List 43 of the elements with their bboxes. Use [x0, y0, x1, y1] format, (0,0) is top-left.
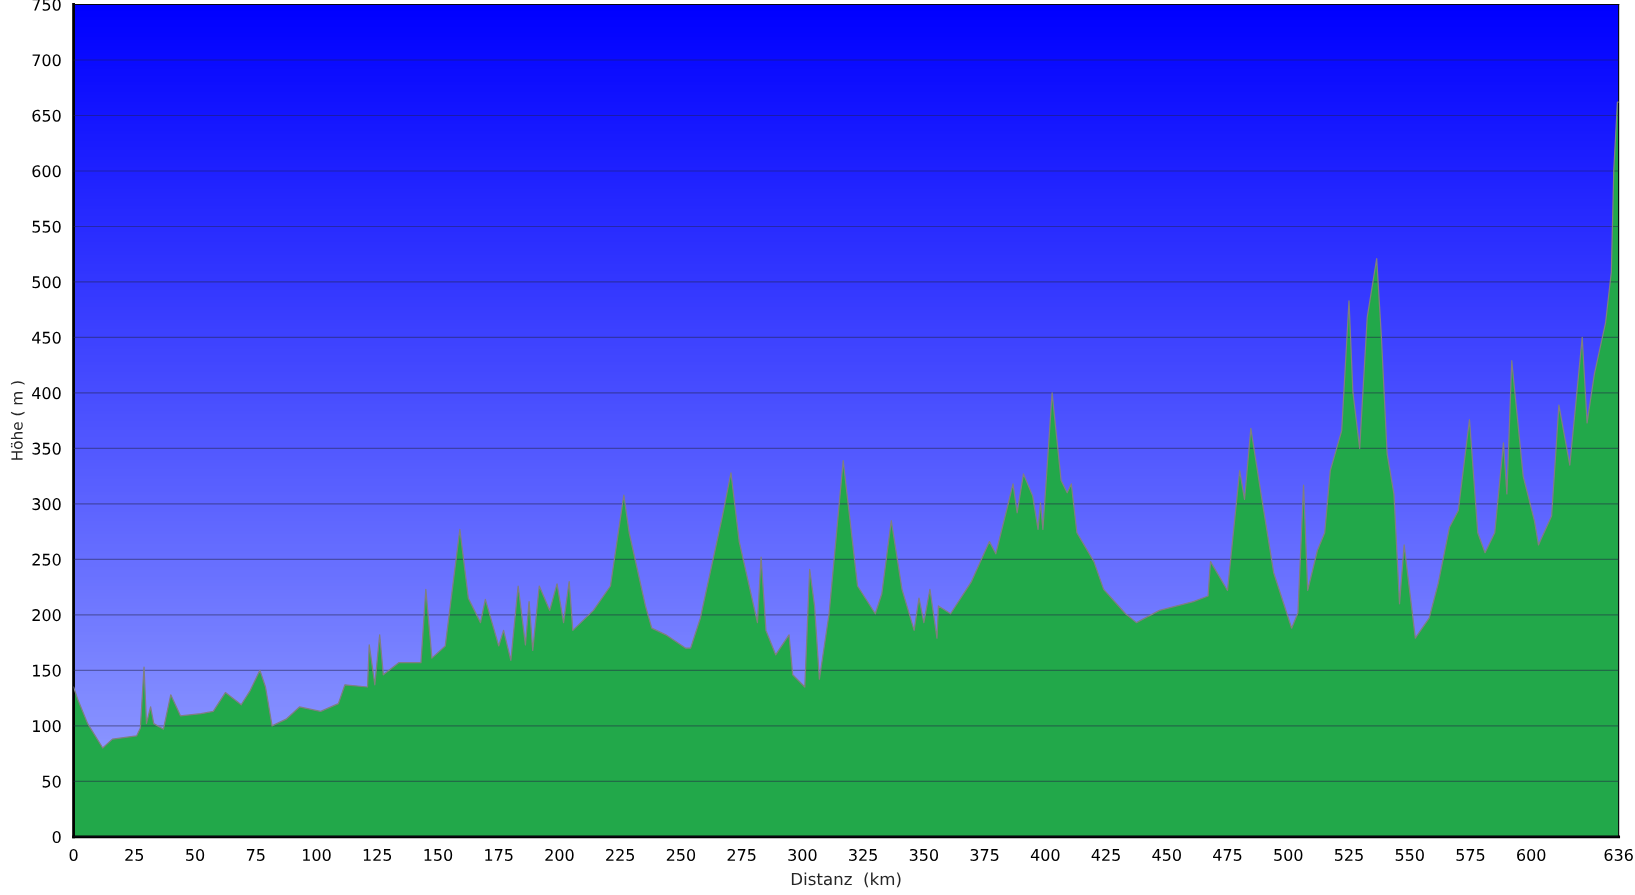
y-axis-title: Höhe ( m ) — [10, 381, 25, 460]
x-tick-label: 250 — [666, 848, 696, 861]
x-tick-label: 600 — [1517, 848, 1546, 861]
x-tick-label: 200 — [545, 848, 574, 861]
y-tick-label: 100 — [33, 720, 61, 733]
x-axis-title: Distanz (km) — [791, 872, 901, 888]
y-tick-label: 0 — [52, 831, 61, 844]
y-tick-label: 600 — [32, 165, 61, 178]
x-tick-label: 636 — [1604, 848, 1633, 861]
x-tick-label: 175 — [485, 849, 513, 861]
x-tick-label: 300 — [788, 848, 817, 861]
x-tick-label: 0 — [69, 848, 78, 861]
x-tick-label: 525 — [1334, 848, 1363, 861]
y-tick-label: 50 — [42, 775, 61, 788]
y-tick-label: 700 — [32, 54, 61, 67]
x-tick-label: 475 — [1213, 849, 1242, 861]
x-tick-label: 375 — [970, 848, 999, 861]
x-tick-label: 275 — [727, 848, 756, 861]
x-tick-label: 550 — [1395, 848, 1424, 861]
y-tick-label: 250 — [32, 553, 61, 566]
y-tick-label: 650 — [32, 109, 61, 122]
y-tick-label: 500 — [32, 276, 61, 289]
x-tick-label: 225 — [606, 848, 635, 861]
x-tick-label: 450 — [1152, 848, 1181, 861]
y-tick-label: 550 — [32, 220, 61, 233]
x-tick-label: 75 — [246, 849, 265, 861]
x-tick-label: 50 — [186, 848, 205, 861]
y-tick-label: 400 — [32, 387, 61, 400]
y-tick-label: 450 — [32, 331, 61, 344]
y-tick-label: 300 — [32, 498, 61, 511]
x-tick-label: 575 — [1456, 849, 1485, 861]
x-tick-label: 125 — [363, 848, 392, 861]
x-tick-label: 500 — [1274, 848, 1303, 861]
y-tick-label: 200 — [32, 609, 61, 622]
x-tick-label: 25 — [125, 848, 144, 861]
x-tick-label: 100 — [303, 848, 331, 861]
y-tick-label: 150 — [33, 664, 61, 677]
y-tick-label: 350 — [32, 442, 61, 455]
x-tick-label: 400 — [1030, 848, 1060, 861]
x-tick-label: 350 — [909, 848, 939, 861]
x-tick-label: 325 — [849, 848, 877, 861]
x-tick-label: 425 — [1091, 848, 1120, 861]
x-tick-label: 150 — [424, 848, 453, 861]
